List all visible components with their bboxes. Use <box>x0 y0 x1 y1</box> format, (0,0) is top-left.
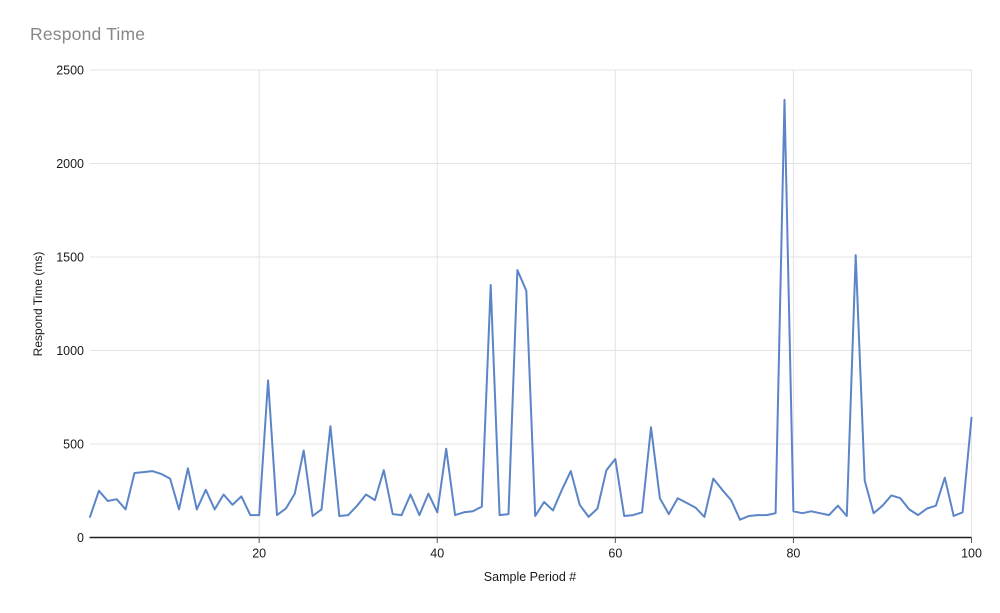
x-axis-title: Sample Period # <box>483 570 577 584</box>
y-tick-label: 0 <box>77 531 84 545</box>
y-tick-label: 2000 <box>56 157 84 171</box>
x-tick-label: 40 <box>430 547 444 561</box>
x-tick-label: 20 <box>252 547 266 561</box>
respond-time-series-line <box>89 98 973 521</box>
y-tick-label: 500 <box>63 438 84 452</box>
y-tick-label: 1000 <box>56 344 84 358</box>
chart-title: Respond Time <box>30 24 146 44</box>
x-tick-label: 80 <box>786 547 800 561</box>
y-tick-label: 2500 <box>56 64 84 78</box>
x-tick-label: 60 <box>608 547 622 561</box>
x-tick-label: 100 <box>961 547 982 561</box>
y-tick-label: 1500 <box>56 251 84 265</box>
